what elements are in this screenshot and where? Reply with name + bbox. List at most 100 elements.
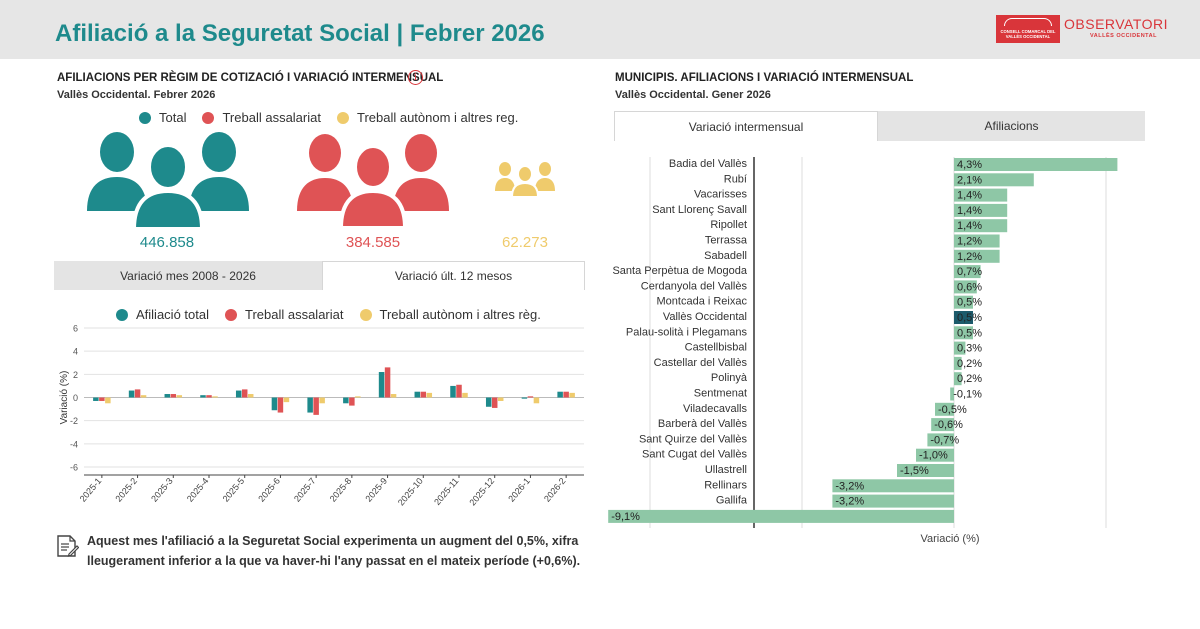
bar-treball-aut-nom-i-altres-r-g- xyxy=(247,394,254,398)
kpi-legend: Total Treball assalariat Treball autònom… xyxy=(139,110,534,125)
left-chart-tabs: Variació mes 2008 - 2026 Variació últ. 1… xyxy=(54,261,585,290)
bar-value-label: -3,2% xyxy=(835,496,864,508)
municipality-label: Cerdanyola del Vallès xyxy=(641,280,748,292)
tab-variacio-2008-2026[interactable]: Variació mes 2008 - 2026 xyxy=(54,261,322,290)
bar-value-label: 0,2% xyxy=(957,358,982,370)
municipality-label: Ullastrell xyxy=(705,464,747,476)
bar-value-label: -9,1% xyxy=(611,511,640,523)
municipality-bar xyxy=(608,509,954,523)
bar-value-label: 1,2% xyxy=(957,236,982,248)
y-tick-label: -6 xyxy=(70,463,78,473)
summary-note: Aquest mes l'afiliació a la Seguretat So… xyxy=(87,534,581,568)
bar-afiliaci-total xyxy=(128,390,135,398)
tab-afiliacions[interactable]: Afiliacions xyxy=(878,111,1145,141)
municipality-label: Gallifa xyxy=(716,495,748,507)
y-tick-label: -2 xyxy=(70,416,78,426)
bar-afiliaci-total xyxy=(343,397,349,404)
bar-value-label: 2,1% xyxy=(957,174,982,186)
bar-treball-assalariat xyxy=(349,397,355,406)
municipality-bar xyxy=(954,173,1034,187)
observatori-logo[interactable]: CONSELL COMARCAL DEL VALLÈS OCCIDENTAL O… xyxy=(996,15,1168,43)
bar-value-label: 0,5% xyxy=(957,297,982,309)
municipality-bar xyxy=(954,234,1000,248)
bar-treball-aut-nom-i-altres-r-g- xyxy=(426,392,433,398)
bar-treball-aut-nom-i-altres-r-g- xyxy=(319,397,325,404)
municipality-bar xyxy=(832,479,954,493)
bar-treball-aut-nom-i-altres-r-g- xyxy=(212,396,218,398)
bar-value-label: 0,7% xyxy=(957,266,982,278)
people-group-autonom-icon xyxy=(495,162,555,198)
x-tick-label: 2026-2 xyxy=(542,476,568,504)
legend-item-assalariat: Treball assalariat xyxy=(202,110,321,125)
y-tick-label: 4 xyxy=(73,347,78,357)
x-tick-label: 2025-11 xyxy=(432,476,460,507)
municipality-label: Sant Cugat del Vallès xyxy=(642,449,747,461)
bar-treball-assalariat xyxy=(170,394,177,398)
bar-afiliaci-total xyxy=(200,395,206,398)
monthly-variation-chart: -6 -4 -2 0 2 4 6 Variació (%) 2025-1 2025-2 2025-3… xyxy=(59,324,584,508)
municipality-label: Rubí xyxy=(724,173,747,185)
municipality-bar xyxy=(954,219,1008,233)
bar-treball-aut-nom-i-altres-r-g- xyxy=(283,397,290,403)
bar-value-label: -0,7% xyxy=(930,434,959,446)
x-tick-label: 2025-9 xyxy=(363,476,389,504)
bar-treball-assalariat xyxy=(241,389,248,398)
people-group-total-icon xyxy=(87,132,249,230)
bar-treball-aut-nom-i-altres-r-g- xyxy=(105,397,111,404)
bar-treball-assalariat xyxy=(313,397,319,415)
municipality-label: Sentmenat xyxy=(694,388,747,400)
tab-variacio-intermensual[interactable]: Variació intermensual xyxy=(614,111,878,141)
municipality-bar xyxy=(954,295,973,309)
left-section-subtitle: Vallès Occidental. Febrer 2026 xyxy=(57,89,216,101)
info-icon[interactable]: i xyxy=(408,70,423,85)
municipality-label: Viladecavalls xyxy=(683,403,748,415)
bar-treball-assalariat xyxy=(134,389,141,398)
legend-label-total: Total xyxy=(159,110,187,125)
bar-value-label: 1,4% xyxy=(957,220,982,232)
bar-value-label: 1,4% xyxy=(957,205,982,217)
y-tick-label: 0 xyxy=(73,393,78,403)
right-chart-tabs: Variació intermensual Afiliacions xyxy=(614,111,1145,141)
bar-afiliaci-total xyxy=(485,397,492,407)
bar-value-label: -1,5% xyxy=(900,465,929,477)
bar-treball-assalariat xyxy=(456,384,462,398)
municipality-label: Sant Llorenç Savall xyxy=(652,204,747,216)
municipality-bar xyxy=(832,494,954,508)
bar-value-label: 0,5% xyxy=(957,327,982,339)
municipality-bar xyxy=(950,387,954,401)
tab-variacio-12-mesos[interactable]: Variació últ. 12 mesos xyxy=(322,261,585,290)
people-group-assalariat-icon xyxy=(297,134,449,229)
bar-value-label: -0,1% xyxy=(953,389,982,401)
kpi-autonom-value: 62.273 xyxy=(502,234,548,251)
header-bar: Afiliació a la Seguretat Social | Febrer… xyxy=(0,0,1200,59)
bar-treball-assalariat xyxy=(420,391,427,398)
municipality-label: Rellinars xyxy=(704,479,747,491)
x-tick-label: 2025-1 xyxy=(78,476,104,504)
chart-legend-dot-assalariat xyxy=(224,308,237,321)
logo-box-text: CONSELL COMARCAL DEL VALLÈS OCCIDENTAL xyxy=(1000,29,1056,39)
municipality-label: Badia del Vallès xyxy=(669,158,748,170)
chart-legend-label-autonom: Treball autònom i altres règ. xyxy=(379,307,541,322)
municipality-bar xyxy=(954,188,1008,202)
municipality-bar xyxy=(897,464,954,477)
x-tick-label: 2025-4 xyxy=(185,476,211,504)
municipality-label: Castellar del Vallès xyxy=(654,357,748,369)
bar-value-label: 1,2% xyxy=(957,251,982,263)
bar-value-label: 0,3% xyxy=(957,343,982,355)
bar-treball-assalariat xyxy=(563,391,569,398)
chart-legend-label-total: Afiliació total xyxy=(136,307,209,322)
municipality-bar xyxy=(927,433,954,447)
legend-item-autonom: Treball autònom i altres reg. xyxy=(336,110,518,125)
bar-treball-aut-nom-i-altres-r-g- xyxy=(497,397,504,401)
chart-legend-item-assalariat: Treball assalariat xyxy=(224,307,344,322)
right-section-title: MUNICIPIS. AFILIACIONS I VARIACIÓ INTERM… xyxy=(615,72,914,84)
bar-value-label: 0,6% xyxy=(957,281,982,293)
bar-afiliaci-total xyxy=(235,390,242,398)
bar-treball-aut-nom-i-altres-r-g- xyxy=(569,392,575,398)
x-tick-label: 2025-8 xyxy=(328,476,354,504)
municipality-label: Vallès Occidental xyxy=(663,311,747,323)
x-tick-label: 2025-2 xyxy=(113,476,139,504)
bar-afiliaci-total xyxy=(164,394,171,398)
bar-treball-assalariat xyxy=(99,397,105,401)
legend-label-assalariat: Treball assalariat xyxy=(222,110,321,125)
